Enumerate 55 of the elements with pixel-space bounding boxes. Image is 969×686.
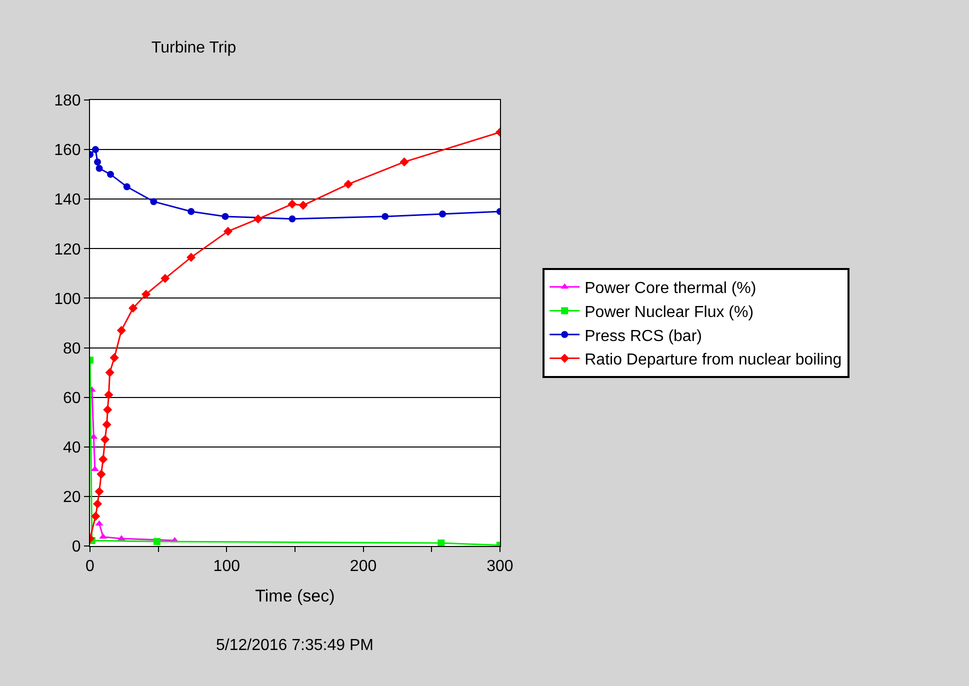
point — [222, 212, 229, 220]
point — [344, 180, 353, 189]
point — [103, 405, 112, 414]
point — [104, 390, 114, 400]
chart-title: Turbine Trip — [151, 39, 236, 56]
point — [99, 533, 108, 539]
y-tick-label: 120 — [54, 241, 81, 258]
legend-label: Power Nuclear Flux (%) — [584, 304, 754, 321]
point — [92, 499, 102, 508]
point — [288, 215, 296, 222]
point — [254, 214, 263, 224]
y-tick-label: 180 — [54, 92, 81, 110]
point — [110, 353, 119, 362]
point — [141, 290, 151, 299]
point — [94, 486, 104, 496]
point — [382, 212, 389, 220]
point — [123, 183, 130, 190]
point — [92, 146, 99, 154]
point — [102, 420, 112, 430]
x-tick-label: 300 — [486, 558, 514, 576]
point — [439, 210, 446, 218]
y-tick-label: 20 — [63, 489, 81, 506]
point — [160, 274, 170, 283]
text: 5/12/2016 7:35:49 PM — [216, 637, 374, 654]
point — [400, 157, 409, 166]
x-tick-label: 200 — [350, 558, 377, 576]
point — [298, 200, 308, 210]
point — [105, 368, 114, 378]
point — [223, 226, 233, 236]
legend-label: Ratio Departure from nuclear boiling — [584, 352, 842, 369]
y-tick-label: 40 — [63, 439, 81, 456]
point — [186, 252, 196, 262]
y-tick-label: 80 — [63, 340, 81, 358]
y-tick-label: 160 — [54, 142, 81, 160]
x-axis-title: Time (sec) — [255, 586, 335, 606]
y-tick-label: 140 — [54, 192, 81, 209]
point — [107, 170, 114, 178]
x-tick-label: 100 — [213, 558, 240, 576]
point — [288, 200, 297, 209]
point — [116, 326, 126, 335]
point — [96, 164, 103, 172]
y-tick-label: 0 — [72, 538, 81, 556]
point — [150, 198, 158, 206]
point — [188, 208, 195, 215]
legend-label: Power Core thermal (%) — [584, 280, 756, 298]
x-tick-label: 0 — [86, 558, 95, 576]
y-tick-label: 100 — [54, 290, 81, 308]
point — [94, 158, 102, 166]
point — [128, 304, 138, 313]
point — [98, 454, 108, 464]
point — [91, 512, 100, 521]
point — [96, 470, 106, 479]
y-tick-label: 60 — [63, 390, 81, 407]
legend-label: Press RCS (bar) — [584, 328, 702, 345]
point — [100, 434, 110, 444]
